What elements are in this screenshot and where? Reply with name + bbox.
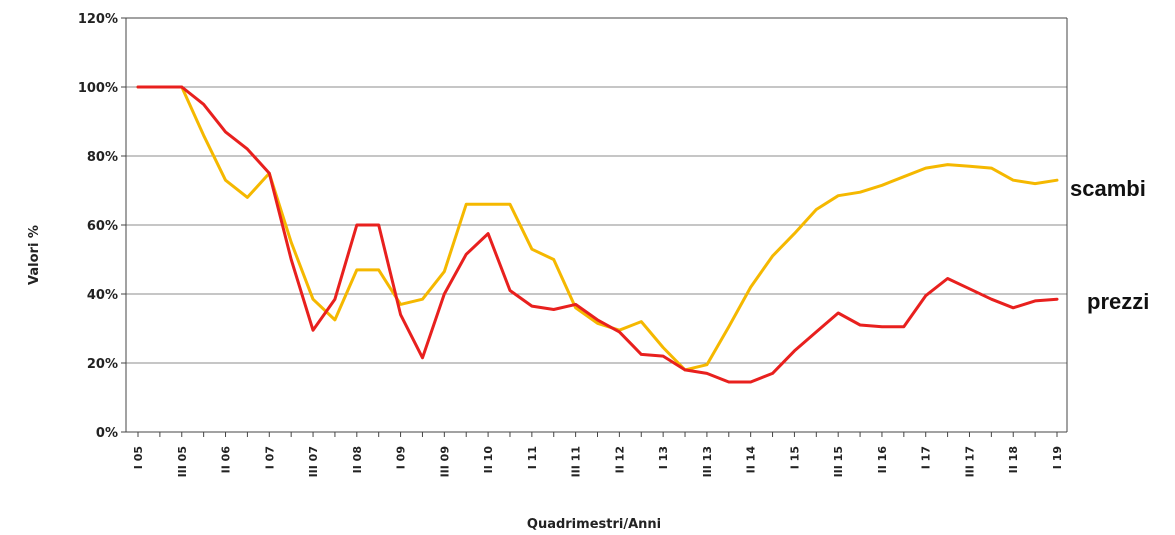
series-line-prezzi [136, 85, 1059, 384]
x-tick-label: I 05 [132, 446, 145, 469]
x-tick-label: III 05 [176, 446, 189, 477]
x-tick-label: III 15 [832, 446, 845, 477]
x-tick-label: I 19 [1051, 446, 1064, 469]
x-tick-label: III 07 [307, 446, 320, 477]
x-axis-ticks: I 05 III 05 II 06 I 07 III 07 II 08 I 09 III 09… [132, 432, 1064, 477]
y-tick-label: 20% [87, 357, 118, 372]
series-label-prezzi: prezzi [1087, 289, 1149, 314]
x-tick-label: III 09 [438, 446, 451, 477]
y-tick-label: 40% [87, 288, 118, 303]
x-tick-label: I 13 [657, 446, 670, 469]
y-tick-label: 60% [87, 219, 118, 234]
x-tick-label: I 07 [263, 446, 276, 469]
y-tick-label: 100% [78, 81, 118, 96]
series-line-scambi [136, 85, 1059, 372]
x-tick-label: I 17 [920, 446, 933, 469]
x-tick-label: I 09 [395, 446, 408, 469]
gridlines [126, 17, 1067, 364]
x-tick-label: III 17 [963, 446, 976, 477]
x-tick-label: III 13 [701, 446, 714, 477]
x-axis-title: Quadrimestri/Anni [527, 517, 661, 532]
x-tick-label: II 16 [876, 446, 889, 474]
y-axis-title: Valori % [27, 225, 42, 285]
x-tick-label: I 15 [788, 446, 801, 469]
y-tick-label: 0% [96, 426, 118, 441]
x-tick-label: I 11 [526, 446, 539, 469]
x-tick-label: III 11 [570, 446, 583, 477]
y-tick-label: 120% [78, 12, 118, 27]
y-axis-ticks: 0% 20% 40% 60% 80% 100% 120% [78, 12, 126, 441]
x-tick-label: II 06 [220, 446, 233, 474]
x-tick-label: II 18 [1007, 446, 1020, 473]
x-tick-label: II 12 [613, 446, 626, 473]
x-tick-label: II 10 [482, 446, 495, 474]
x-tick-label: II 14 [745, 446, 758, 474]
y-tick-label: 80% [87, 150, 118, 165]
x-tick-label: II 08 [351, 446, 364, 473]
series-label-scambi: scambi [1070, 176, 1146, 201]
series-lines [136, 85, 1059, 384]
